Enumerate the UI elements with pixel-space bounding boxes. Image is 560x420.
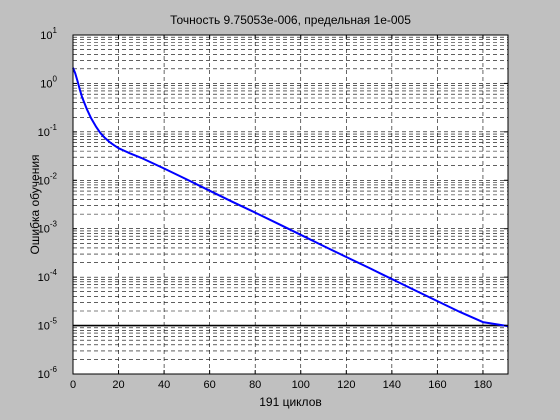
x-tick-label: 140 (383, 379, 401, 391)
x-tick-labels: 0 20 40 60 80 100 120 140 160 180 (70, 379, 492, 391)
y-tick-label: 101 (40, 26, 57, 42)
y-tick-label: 100 (40, 74, 57, 90)
y-tick-label: 10-1 (38, 123, 58, 139)
major-grid (73, 35, 508, 374)
x-tick-label: 80 (249, 379, 261, 391)
x-tick-label: 120 (337, 379, 355, 391)
minor-grid (73, 36, 508, 360)
plot-frame (72, 34, 509, 375)
x-tick-label: 20 (112, 379, 124, 391)
chart-title: Точность 9.75053e-006, предельная 1e-005 (170, 13, 411, 27)
y-tick-label: 10-6 (38, 365, 58, 381)
y-tick-labels: 101 100 10-1 10-2 10-3 10-4 10-5 10-6 (38, 26, 58, 381)
y-tick-label: 10-2 (38, 171, 58, 187)
x-tick-marks (72, 35, 484, 374)
y-axis-label: Ошибка обучения (28, 154, 42, 254)
y-tick-marks (73, 34, 508, 375)
y-tick-label: 10-3 (38, 220, 58, 236)
y-tick-label: 10-5 (38, 317, 58, 333)
x-tick-label: 0 (70, 379, 76, 391)
x-tick-label: 60 (204, 379, 216, 391)
x-tick-label: 180 (474, 379, 492, 391)
series-line (72, 67, 509, 328)
x-tick-label: 100 (292, 379, 310, 391)
x-axis-label: 191 циклов (259, 395, 322, 409)
y-tick-label: 10-4 (38, 268, 58, 284)
x-tick-label: 160 (428, 379, 446, 391)
plot-area (73, 35, 508, 374)
x-tick-label: 40 (158, 379, 170, 391)
